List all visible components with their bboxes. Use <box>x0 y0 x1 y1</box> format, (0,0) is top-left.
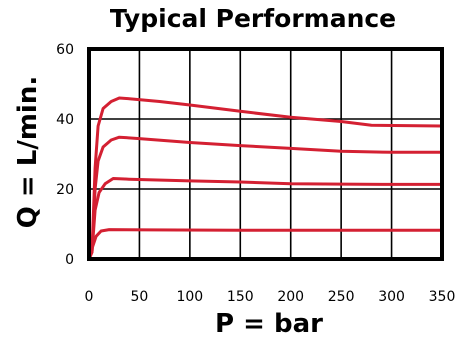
y-axis-label: Q = L/min. <box>13 76 43 228</box>
x-tick-label: 250 <box>328 289 355 305</box>
chart-title: Typical Performance <box>110 4 396 33</box>
x-tick-label: 200 <box>277 289 304 305</box>
x-tick-label: 300 <box>378 289 405 305</box>
x-tick-label: 0 <box>85 289 94 305</box>
x-tick-label: 100 <box>176 289 203 305</box>
x-tick-label: 50 <box>131 289 149 305</box>
y-tick-label: 60 <box>56 42 74 58</box>
series-line-3 <box>87 177 444 261</box>
grid <box>88 48 443 260</box>
y-tick-label: 0 <box>65 252 74 268</box>
series-layer <box>87 96 444 261</box>
x-axis-label: P = bar <box>215 309 323 339</box>
series-line-4 <box>87 228 444 261</box>
series-line-2 <box>87 135 444 261</box>
plot-frame <box>87 47 444 261</box>
x-axis-ticks: 0 50 100 150 200 250 300 350 <box>85 289 456 305</box>
y-axis-ticks: 0 20 40 60 <box>56 42 74 268</box>
x-tick-label: 150 <box>227 289 254 305</box>
y-tick-label: 20 <box>56 182 74 198</box>
x-tick-label: 350 <box>429 289 456 305</box>
series-line-1 <box>87 96 444 261</box>
y-tick-label: 40 <box>56 112 74 128</box>
